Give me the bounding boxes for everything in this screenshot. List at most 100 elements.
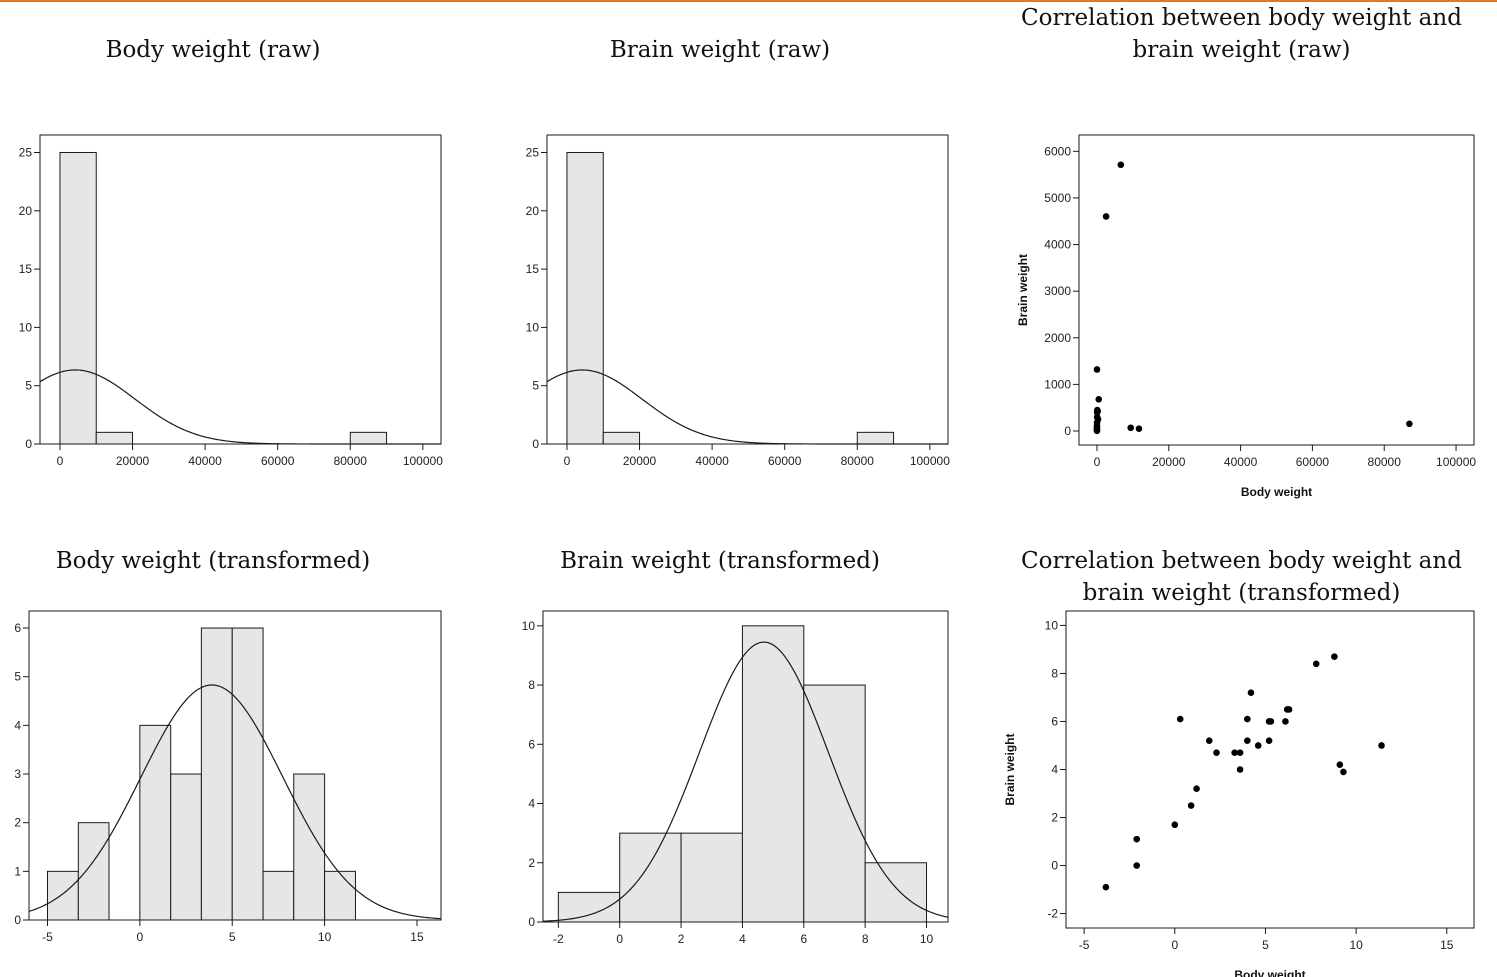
normal-curve [542,641,949,922]
y-tick-label: 20 [526,204,540,218]
y-tick-label: 6000 [1044,144,1071,158]
y-tick-label: 10 [522,619,536,633]
plot-frame [28,610,442,921]
x-tick-label: 20000 [116,454,150,468]
x-tick-label: 8 [862,932,869,946]
scatter-point [1312,660,1320,668]
scatter-point [1267,718,1275,725]
scatter-point [1244,715,1251,723]
y-tick-label: 1000 [1044,377,1071,391]
y-tick-label: 0 [1064,424,1071,438]
x-tick-label: 80000 [841,454,875,468]
x-tick-label: 0 [616,932,623,946]
normal-curve [28,684,442,920]
histogram-bar [349,431,388,445]
histogram-bar [324,870,356,921]
scatter-point [1331,653,1338,660]
scatter-point [1244,737,1251,744]
plot-frame [546,134,949,445]
y-tick-label: 0 [532,437,539,451]
x-tick-label: 80000 [1368,455,1402,469]
histogram-bar [293,773,326,921]
histogram-bar [231,627,264,921]
x-tick-label: 100000 [1436,455,1476,469]
title-brain-weight-transformed: Brain weight (transformed) [560,548,880,574]
x-tick-label: 0 [57,454,64,468]
top-accent-line [0,0,1497,2]
chart-body-transformed: 0 1 2 3 4 5 6 -5 0 5 10 15 [14,610,442,944]
y-tick-label: 5 [532,379,539,393]
x-tick-label: 6 [800,932,807,946]
scatter-point [1265,737,1273,744]
scatter-point [1102,883,1110,891]
scatter-point [1285,706,1293,713]
y-tick-label: 0 [1051,859,1058,873]
chart-scatter-transformed: -2 0 2 4 6 8 10 -5 0 5 10 15 Body weight Brain weight [1003,610,1475,977]
plot-frame [542,610,949,923]
y-tick-label: 10 [1045,618,1059,632]
y-tick-label: 10 [526,320,540,334]
scatter-point [1094,416,1102,423]
x-tick-label: 15 [410,930,424,944]
scatter-point [1247,689,1255,696]
x-tick-label: 0 [564,454,571,468]
histogram-bar [59,151,97,445]
histogram-bar [619,832,682,923]
x-tick-label: 5 [229,930,236,944]
y-tick-label: 3000 [1044,284,1071,298]
scatter-point [1187,802,1195,809]
y-tick-label: 2 [1051,811,1058,825]
y-tick-label: 8 [1051,666,1058,680]
scatter-point [1236,749,1244,756]
x-tick-label: 10 [1349,938,1363,952]
x-tick-label: 60000 [768,454,802,468]
scatter-point [1205,737,1213,744]
chart-brain-transformed: 0 2 4 6 8 10 -2 0 2 4 6 8 10 [522,610,949,946]
y-tick-label: 0 [25,437,32,451]
chart-body-raw: 0 5 10 15 20 25 0 20000 40000 60000 80000 100000 [19,134,443,468]
histogram-bar [46,870,79,921]
y-tick-label: 3 [14,767,21,781]
y-tick-label: 6 [14,621,21,635]
scatter-point [1127,424,1135,432]
x-tick-label: 40000 [188,454,222,468]
scatter-point [1095,396,1103,403]
histogram-bar [557,891,621,923]
y-tick-label: 25 [19,145,33,159]
x-tick-label: 60000 [261,454,295,468]
y-tick-label: 10 [19,320,33,334]
histogram-bar [680,832,743,923]
x-tick-label: 100000 [403,454,443,468]
scatter-point [1176,715,1184,723]
scatter-point [1378,742,1385,749]
x-tick-label: 100000 [910,454,950,468]
histogram-bar [200,627,233,921]
scatter-point [1093,409,1101,416]
y-tick-label: 5000 [1044,191,1071,205]
x-tick-label: 0 [1171,938,1178,952]
y-tick-label: -2 [1047,907,1058,921]
x-axis-label: Body weight [1241,485,1312,499]
y-tick-label: 2 [14,816,21,830]
title-body-weight-transformed: Body weight (transformed) [55,548,371,574]
x-tick-label: 15 [1440,938,1454,952]
x-tick-label: 4 [739,932,746,946]
y-axis-label: Brain weight [1003,733,1017,805]
plot-frame [1065,610,1475,929]
y-tick-label: 5 [14,670,21,684]
x-tick-label: 5 [1262,938,1269,952]
scatter-point [1135,425,1143,432]
y-tick-label: 0 [14,913,21,927]
scatter-point [1231,749,1238,756]
x-tick-label: 40000 [695,454,729,468]
title-brain-weight-raw: Brain weight (raw) [609,37,831,63]
scatter-point [1093,366,1101,373]
x-tick-label: 0 [1094,455,1101,469]
title-body-weight-raw: Body weight (raw) [105,37,321,63]
x-tick-label: -5 [1079,938,1090,952]
histogram-bar [602,431,641,445]
title-correlation-raw: Correlation between body weight and brai… [1021,5,1462,63]
histogram-bar [803,684,866,923]
